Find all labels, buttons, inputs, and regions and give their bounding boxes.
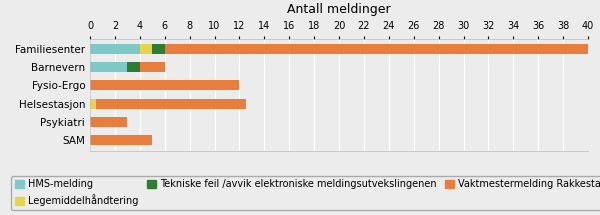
Bar <box>140 62 164 72</box>
Title: Antall meldinger: Antall meldinger <box>287 3 391 16</box>
Bar <box>152 44 164 54</box>
Bar <box>90 99 96 109</box>
Bar <box>90 62 127 72</box>
Bar <box>90 135 152 145</box>
Legend: HMS-melding, Legemiddelhåndtering, Tekniske feil /avvik elektroniske meldingsutv: HMS-melding, Legemiddelhåndtering, Tekni… <box>11 176 600 210</box>
Bar <box>140 44 152 54</box>
Bar <box>90 80 239 91</box>
Bar <box>164 44 600 54</box>
Bar <box>127 62 140 72</box>
Bar <box>90 44 140 54</box>
Bar <box>96 99 245 109</box>
Bar <box>90 117 127 127</box>
